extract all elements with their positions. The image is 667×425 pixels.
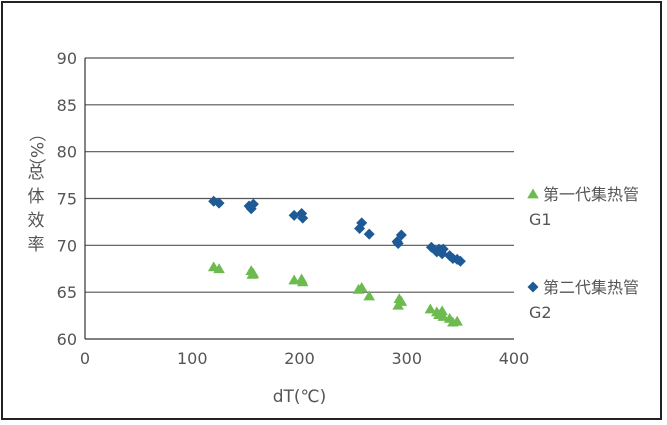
g1-data-point [451, 315, 463, 326]
x-tick-label: 0 [80, 349, 90, 368]
x-tick-label: 100 [177, 349, 208, 368]
g2-data-point [392, 237, 404, 249]
g2-data-point [247, 198, 259, 210]
g1-data-point [395, 296, 408, 306]
legend-marker-2 [527, 281, 539, 293]
y-axis-char: 率 [28, 235, 45, 255]
x-axis-ticks: 0 100 200 300 400 [80, 349, 529, 368]
g2-data-point [288, 209, 300, 221]
g1-data-point [355, 281, 368, 292]
y-tick-label: 85 [57, 96, 77, 115]
x-tick-label: 400 [499, 349, 530, 368]
legend: 第一代集热管 G1 第二代集热管 G2 [527, 185, 639, 322]
x-tick-label: 200 [284, 349, 315, 368]
g1-data-point [437, 311, 449, 321]
g2-data-point [437, 243, 449, 255]
g2-data-point [297, 212, 309, 224]
legend-marker-1 [527, 188, 539, 199]
x-tick-label: 300 [391, 349, 422, 368]
y-tick-label: 65 [57, 283, 77, 302]
g2-data-point [213, 197, 225, 209]
y-axis-ticks: 60 65 70 75 80 85 90 [57, 49, 77, 349]
chart-frame [1, 1, 662, 420]
g1-data-point [424, 303, 437, 314]
y-tick-label: 80 [57, 143, 77, 162]
g1-data-point [247, 267, 260, 278]
legend-label-2: G2 [529, 303, 552, 322]
x-axis-label: dT(℃) [273, 387, 327, 407]
g2-data-point [356, 217, 368, 229]
g1-data-point [436, 305, 448, 316]
g1-data-point [363, 290, 375, 301]
axes [84, 58, 514, 340]
g1-data-point [296, 276, 309, 287]
y-tick-label: 75 [57, 190, 77, 209]
y-axis-char: 体 [28, 187, 45, 207]
legend-label-2: 第二代集热管 [543, 278, 639, 297]
y-axis-char: 总 [28, 163, 45, 183]
y-axis-unit: （%） [26, 125, 46, 175]
y-tick-label: 60 [57, 330, 77, 349]
legend-label-1: 第一代集热管 [543, 185, 639, 204]
g1-data-point [213, 263, 225, 274]
legend-label-1: G1 [529, 210, 552, 229]
y-tick-label: 90 [57, 49, 77, 68]
data-points [207, 195, 466, 327]
g2-data-point [454, 255, 466, 267]
g2-data-point [363, 228, 375, 240]
y-tick-label: 70 [57, 236, 77, 255]
g2-data-point [395, 229, 407, 241]
y-axis-char: 效 [28, 211, 45, 231]
